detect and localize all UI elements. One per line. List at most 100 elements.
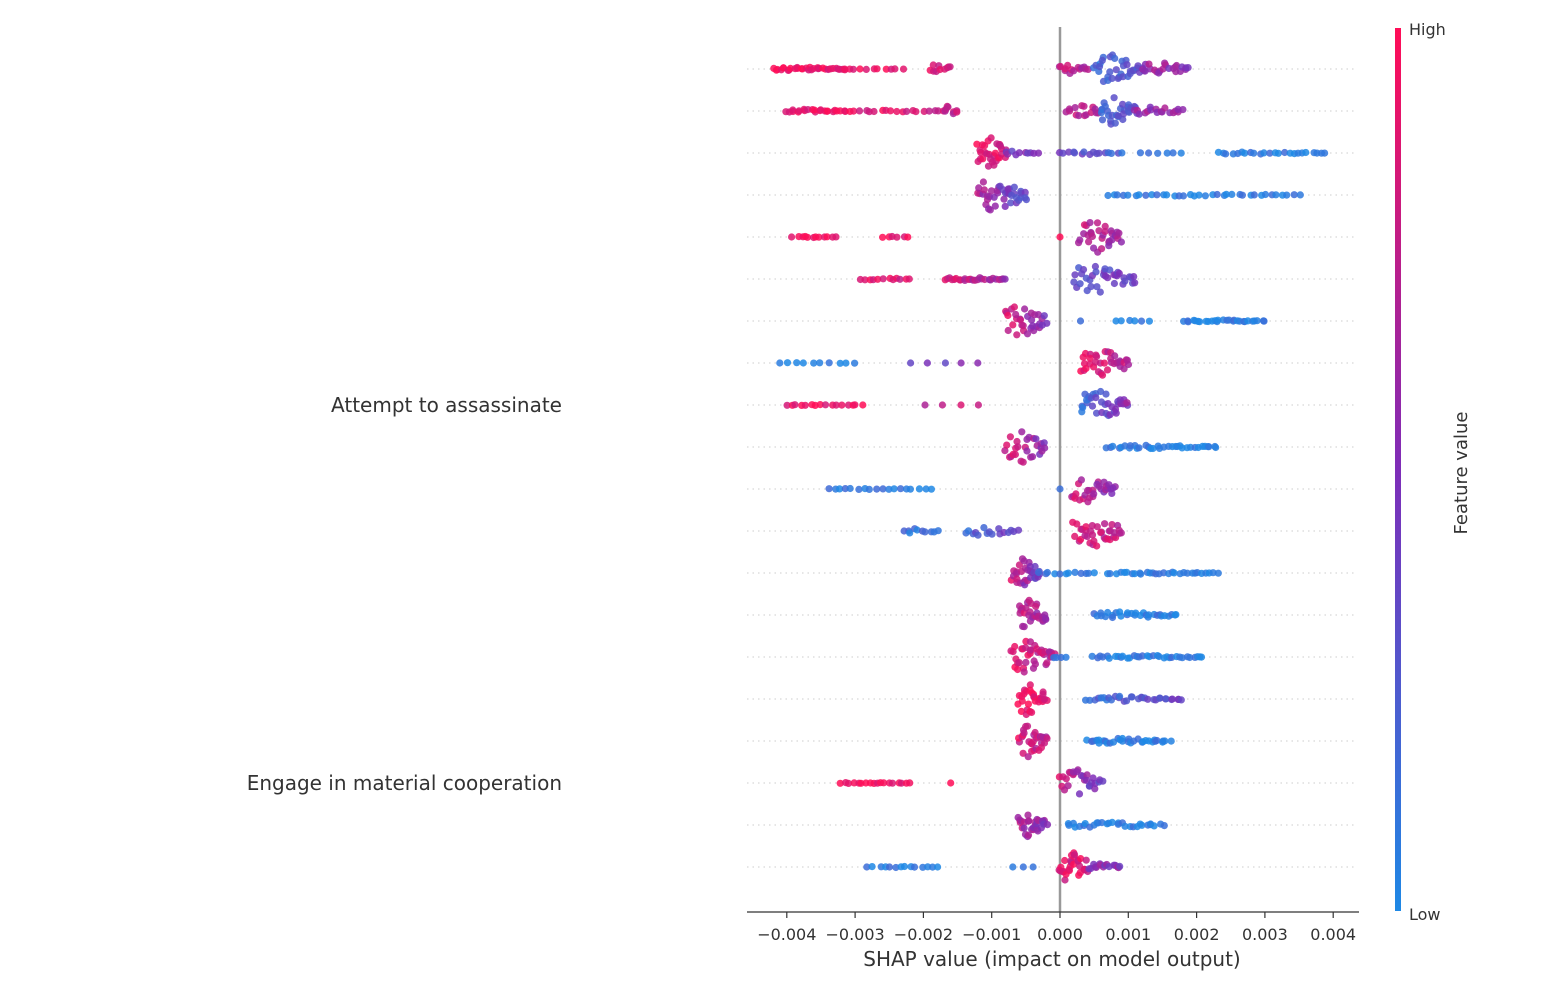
data-point xyxy=(1214,569,1222,577)
data-point xyxy=(1095,482,1103,491)
colorbar-gradient xyxy=(1395,28,1401,911)
data-point xyxy=(1073,520,1081,528)
data-point xyxy=(1065,148,1073,156)
data-point xyxy=(844,779,853,788)
data-point xyxy=(980,524,988,532)
data-point xyxy=(1118,737,1127,745)
data-point xyxy=(904,233,912,241)
feature-row xyxy=(973,134,1329,170)
data-point xyxy=(925,107,933,115)
data-point xyxy=(1137,570,1145,578)
data-point xyxy=(1093,352,1101,361)
data-point xyxy=(1179,192,1187,200)
data-point xyxy=(1106,266,1114,274)
data-point xyxy=(1197,653,1206,661)
data-point xyxy=(1266,149,1274,157)
data-point xyxy=(1302,148,1310,157)
data-point xyxy=(1111,352,1119,360)
x-tick-label: 0.000 xyxy=(1037,925,1083,944)
data-point xyxy=(1184,318,1192,326)
data-point xyxy=(1085,238,1093,246)
data-point xyxy=(900,862,909,871)
data-point xyxy=(851,401,859,409)
data-point xyxy=(1321,149,1329,157)
data-point xyxy=(1154,149,1162,157)
data-point xyxy=(1099,777,1107,785)
data-point xyxy=(1083,486,1092,495)
data-point xyxy=(912,108,920,116)
data-point xyxy=(1106,570,1114,578)
data-point xyxy=(1004,326,1012,335)
data-point xyxy=(1040,312,1048,320)
data-point xyxy=(1097,387,1105,396)
data-point xyxy=(1031,562,1039,571)
data-point xyxy=(1162,695,1170,703)
data-point xyxy=(1098,371,1107,379)
data-point xyxy=(1117,238,1125,246)
data-point xyxy=(1086,696,1094,704)
data-point xyxy=(1106,68,1114,76)
data-point xyxy=(1112,409,1120,417)
feature-row xyxy=(1015,722,1175,761)
data-point xyxy=(1080,221,1089,229)
data-point xyxy=(1009,863,1017,871)
data-point xyxy=(987,187,996,195)
data-point xyxy=(1196,318,1204,326)
data-point xyxy=(1115,269,1123,277)
colorbar-low-label: Low xyxy=(1409,905,1441,924)
data-point xyxy=(921,401,929,409)
data-point xyxy=(825,359,833,367)
data-point xyxy=(1145,149,1153,157)
data-point xyxy=(1001,202,1009,210)
feature-row xyxy=(776,348,1133,379)
data-point xyxy=(1088,652,1096,660)
data-point xyxy=(1161,104,1169,112)
data-point xyxy=(1105,654,1113,662)
data-point xyxy=(1086,219,1094,227)
data-point xyxy=(836,359,844,367)
data-point xyxy=(1163,191,1171,199)
data-point xyxy=(899,65,908,73)
data-point xyxy=(957,401,965,409)
data-point xyxy=(1056,570,1064,578)
data-point xyxy=(823,233,831,241)
data-point xyxy=(1098,116,1107,124)
data-point xyxy=(1296,191,1304,199)
feature-row xyxy=(782,94,1187,128)
data-point xyxy=(1177,149,1185,157)
data-point xyxy=(1076,280,1084,288)
data-point xyxy=(896,275,904,283)
feature-row xyxy=(788,219,1125,256)
data-point xyxy=(1144,695,1152,703)
data-point xyxy=(987,134,995,142)
data-point xyxy=(1130,273,1138,281)
data-point xyxy=(890,485,898,493)
data-point xyxy=(1111,119,1119,127)
data-point xyxy=(1003,441,1011,449)
data-point xyxy=(783,359,792,367)
data-point xyxy=(855,485,863,493)
data-point xyxy=(1082,856,1090,864)
data-point xyxy=(1118,149,1126,157)
data-point xyxy=(832,401,840,409)
data-point xyxy=(1071,532,1079,541)
data-point xyxy=(986,206,994,214)
data-point xyxy=(836,485,844,493)
data-point xyxy=(1183,569,1191,577)
data-point xyxy=(1135,110,1143,118)
data-point xyxy=(1020,668,1028,676)
data-point xyxy=(979,178,988,186)
data-point xyxy=(947,779,955,787)
data-point xyxy=(1085,569,1093,577)
data-point xyxy=(1004,311,1012,320)
data-point xyxy=(1168,695,1176,703)
data-point xyxy=(1283,191,1291,199)
data-point xyxy=(1121,277,1129,285)
x-axis: −0.004 −0.003 −0.002 −0.001 0.000 0.001 0.002 0… xyxy=(747,911,1359,944)
data-point xyxy=(1117,529,1125,537)
data-point xyxy=(1123,356,1131,364)
data-point xyxy=(816,359,824,367)
x-tick-label: 0.004 xyxy=(1310,925,1356,944)
data-point xyxy=(1090,569,1098,577)
data-point xyxy=(1051,570,1059,578)
